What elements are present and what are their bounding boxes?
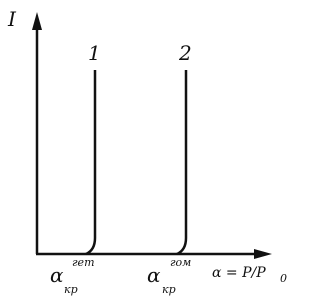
x-axis-arrow — [254, 249, 272, 259]
curve — [176, 70, 188, 256]
x-axis-label: α = P/P — [212, 265, 266, 281]
x-mark-sup: гет — [72, 256, 95, 269]
curve-label: 2 — [178, 41, 192, 65]
x-mark-symbol: α — [147, 263, 161, 287]
y-axis-label: I — [7, 7, 17, 31]
background — [0, 0, 292, 302]
x-mark-sub: кр — [162, 283, 176, 296]
y-axis-arrow — [32, 12, 42, 30]
curve — [85, 70, 97, 256]
x-axis-label-sub: 0 — [280, 272, 287, 285]
diagram: I 1 2 α кр гет α кр гом α = P/P 0 — [0, 0, 292, 302]
x-mark-symbol: α — [50, 263, 64, 287]
x-mark-sub: кр — [64, 283, 78, 296]
curve-label: 1 — [88, 41, 101, 65]
x-mark-sup: гом — [170, 256, 191, 269]
